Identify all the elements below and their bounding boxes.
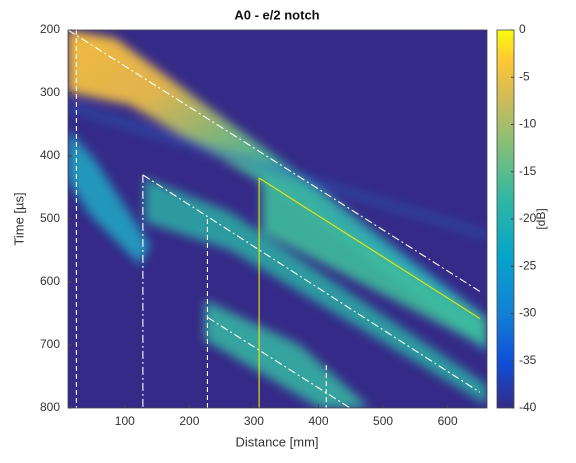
x-tick-label: 100 <box>115 414 135 428</box>
y-axis-label: Time [µs] <box>11 192 26 245</box>
colorbar-tick-label: -15 <box>519 164 537 178</box>
colorbar-tick-label: -30 <box>519 306 537 320</box>
x-tick-label: 300 <box>244 414 264 428</box>
x-tick-label: 600 <box>438 414 458 428</box>
y-tick-label: 600 <box>40 274 60 288</box>
colorbar-tick-label: -40 <box>519 400 537 414</box>
heatmap-image <box>68 30 487 408</box>
y-tick-label: 700 <box>40 337 60 351</box>
overlay-line <box>68 30 481 292</box>
overlay-lines <box>68 30 481 408</box>
x-tick-label: 500 <box>373 414 393 428</box>
overlay-line <box>142 174 481 393</box>
x-tick-label: 200 <box>179 414 199 428</box>
chart-title: A0 - e/2 notch <box>234 7 319 22</box>
x-axis-label: Distance [mm] <box>235 434 318 449</box>
colorbar-tick-label: -20 <box>519 211 537 225</box>
colorbar-tick-label: -35 <box>519 353 537 367</box>
colorbar-tick-label: -25 <box>519 258 537 272</box>
y-tick-label: 400 <box>40 148 60 162</box>
colorbar-label: [dB] <box>534 208 548 229</box>
y-tick-label: 500 <box>40 211 60 225</box>
x-tick-label: 400 <box>308 414 328 428</box>
colorbar-tick-label: -10 <box>519 117 537 131</box>
y-tick-label: 800 <box>40 400 60 414</box>
y-tick-label: 300 <box>40 85 60 99</box>
colorbar-tick-label: 0 <box>519 22 526 36</box>
y-tick-label: 200 <box>40 22 60 36</box>
overlay-line <box>258 177 481 320</box>
colorbar-tick-label: -5 <box>519 69 530 83</box>
